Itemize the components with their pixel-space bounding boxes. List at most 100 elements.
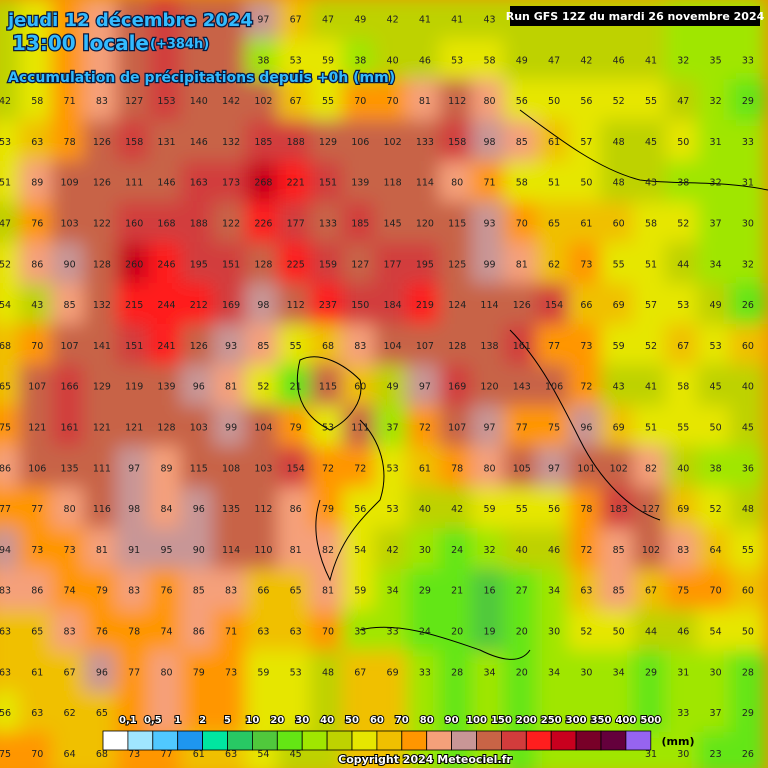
cell: [51, 324, 88, 369]
grid-value: 41: [645, 382, 657, 393]
cell: [439, 79, 476, 124]
cell: [148, 120, 185, 165]
cell: [309, 405, 347, 451]
grid-value: 73: [64, 545, 76, 556]
cell: [665, 405, 702, 451]
cell: [503, 405, 540, 451]
grid-value: 96: [96, 667, 108, 678]
cell: [19, 650, 56, 696]
legend-swatch: [426, 730, 453, 751]
cell: [600, 242, 637, 288]
grid-value: 126: [93, 178, 111, 189]
cell: [116, 38, 153, 84]
cell: [309, 324, 347, 369]
cell: [0, 38, 24, 84]
grid-value: 73: [580, 259, 592, 270]
cell: [116, 160, 153, 206]
grid-value: 78: [580, 504, 592, 515]
grid-value: 69: [613, 300, 625, 311]
grid-value: 112: [448, 96, 466, 107]
cell: [406, 160, 444, 206]
cell: [665, 242, 702, 288]
cell: [116, 528, 153, 573]
cell: [212, 405, 250, 451]
cell: [309, 160, 347, 206]
grid-value: 42: [387, 545, 399, 556]
grid-value: 27: [516, 586, 528, 597]
grid-value: 51: [645, 259, 657, 270]
cell: [148, 650, 185, 696]
legend-label: 400: [615, 715, 636, 726]
cell: [406, 38, 444, 84]
grid-value: 40: [742, 382, 754, 393]
cell: [439, 242, 476, 288]
grid-value: 70: [322, 627, 334, 638]
copyright: Copyright 2024 Meteociel.fr: [338, 753, 512, 766]
cell: [342, 691, 379, 736]
cell: [148, 691, 185, 736]
cell: [632, 568, 670, 614]
cell: [277, 364, 314, 410]
cell: [697, 242, 734, 288]
legend-swatch: [376, 730, 403, 751]
grid-value: 55: [290, 341, 302, 352]
grid-value: 94: [0, 545, 11, 556]
cell: [309, 283, 347, 328]
cell: [245, 487, 282, 532]
grid-value: 44: [677, 259, 689, 270]
cell: [277, 160, 314, 206]
grid-value: 131: [157, 137, 175, 148]
grid-value: 69: [613, 423, 625, 434]
grid-value: 244: [157, 300, 175, 311]
grid-value: 154: [545, 300, 563, 311]
cell: [245, 568, 282, 614]
cell: [503, 568, 540, 614]
grid-value: 61: [580, 219, 592, 230]
cell: [116, 201, 153, 247]
grid-value: 105: [513, 463, 531, 474]
grid-value: 65: [548, 219, 560, 230]
cell: [83, 79, 121, 124]
grid-value: 54: [354, 545, 366, 556]
cell: [51, 528, 88, 573]
cell: [309, 242, 347, 288]
cell: [374, 528, 411, 573]
grid-value: 97: [548, 463, 560, 474]
grid-value: 115: [319, 382, 337, 393]
grid-value: 90: [193, 545, 205, 556]
grid-value: 48: [613, 137, 625, 148]
grid-value: 106: [545, 382, 563, 393]
grid-value: 52: [0, 259, 11, 270]
cell: [568, 364, 605, 410]
grid-value: 34: [613, 667, 625, 678]
cell: [406, 242, 444, 288]
grid-value: 48: [613, 178, 625, 189]
legend-label: 100: [466, 715, 487, 726]
grid-value: 241: [157, 341, 175, 352]
cell: [245, 609, 282, 655]
grid-value: 89: [31, 178, 43, 189]
cell: [116, 364, 153, 410]
grid-value: 237: [319, 300, 337, 311]
cell: [568, 446, 605, 492]
cell: [342, 568, 379, 614]
cell: [83, 0, 121, 43]
cell: [309, 609, 347, 655]
grid-value: 268: [254, 178, 272, 189]
cell: [471, 609, 508, 655]
cell: [600, 650, 637, 696]
cell: [51, 38, 88, 84]
grid-value: 169: [222, 300, 240, 311]
grid-value: 42: [0, 96, 11, 107]
cell: [83, 201, 121, 247]
cell: [729, 487, 767, 532]
grid-value: 26: [742, 749, 754, 760]
grid-value: 86: [31, 259, 43, 270]
cell: [471, 324, 508, 369]
grid-value: 169: [448, 382, 466, 393]
cell: [245, 650, 282, 696]
cell: [665, 691, 702, 736]
cell: [212, 487, 250, 532]
grid-value: 28: [451, 667, 463, 678]
legend-label: 250: [541, 715, 562, 726]
